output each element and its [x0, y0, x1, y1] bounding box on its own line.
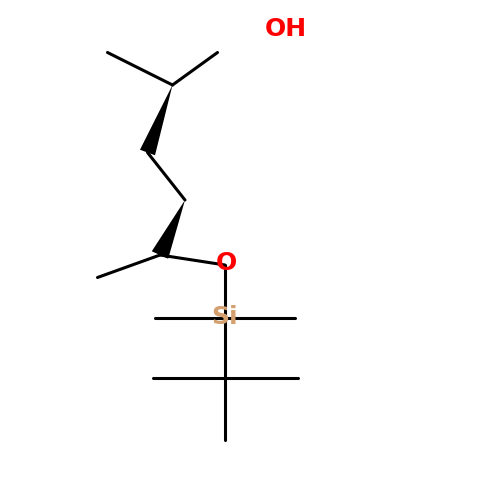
Polygon shape — [140, 85, 172, 156]
Text: O: O — [216, 250, 236, 274]
Polygon shape — [152, 200, 185, 258]
Text: Si: Si — [212, 304, 238, 328]
Text: OH: OH — [265, 17, 307, 41]
